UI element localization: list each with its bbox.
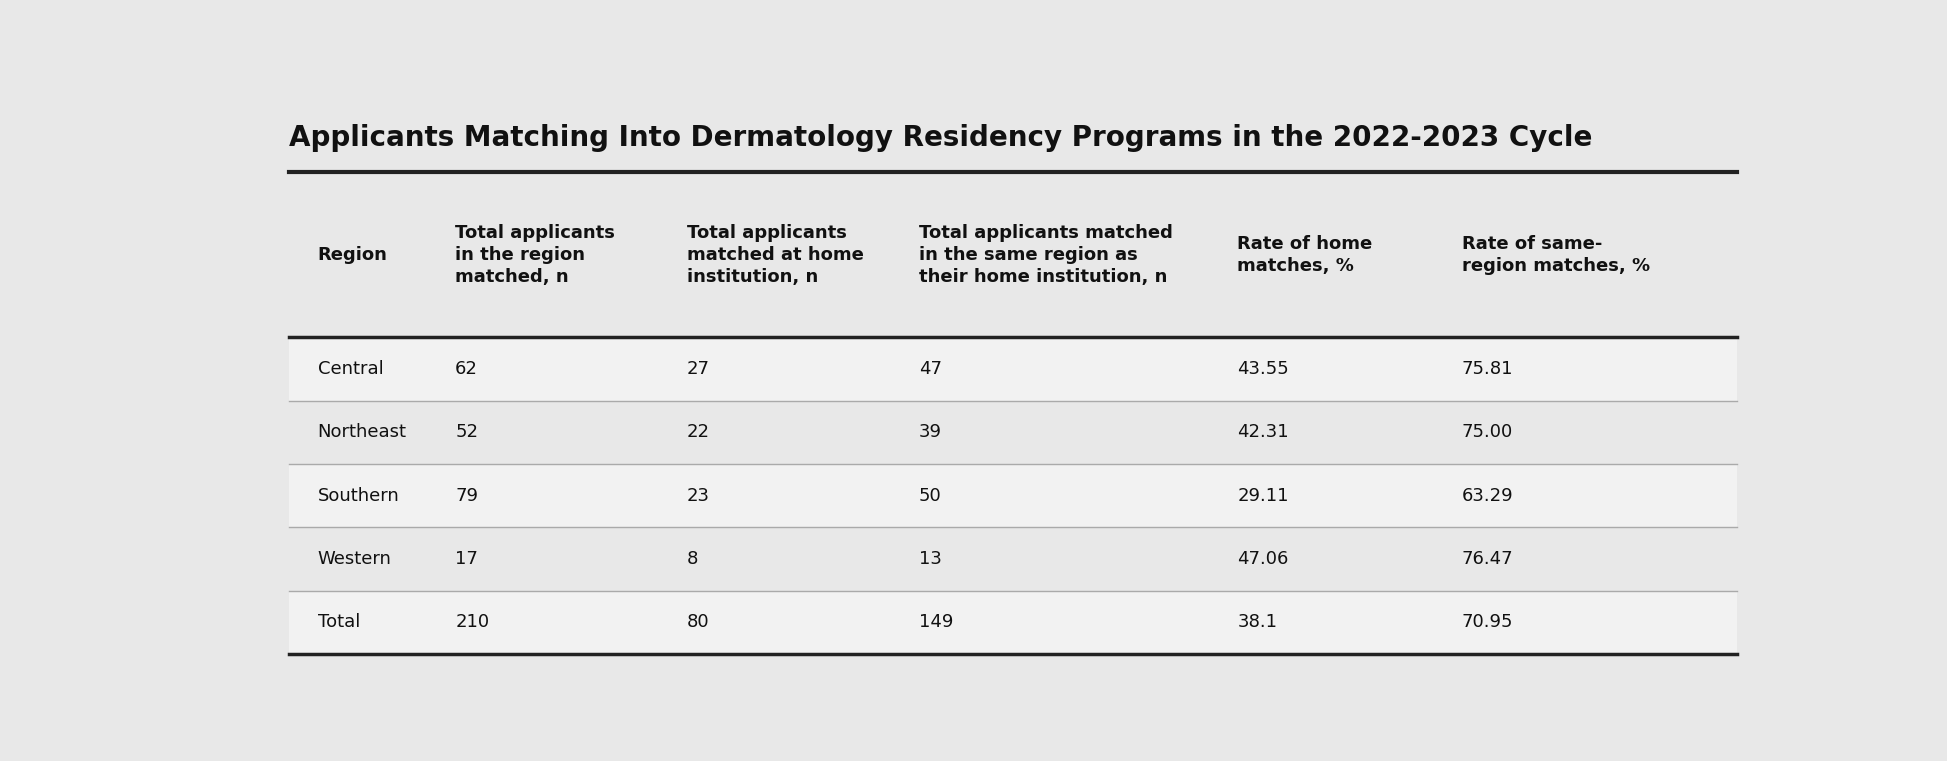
Text: Applicants Matching Into Dermatology Residency Programs in the 2022-2023 Cycle: Applicants Matching Into Dermatology Res…: [288, 123, 1593, 151]
Text: 22: 22: [687, 423, 711, 441]
Text: Western: Western: [317, 550, 391, 568]
Text: 76.47: 76.47: [1462, 550, 1513, 568]
Text: 210: 210: [456, 613, 489, 631]
Text: 42.31: 42.31: [1238, 423, 1289, 441]
Text: Southern: Southern: [317, 486, 399, 505]
Text: 50: 50: [919, 486, 942, 505]
Text: Northeast: Northeast: [317, 423, 407, 441]
Text: Central: Central: [317, 360, 384, 378]
Text: 75.00: 75.00: [1462, 423, 1513, 441]
Bar: [288, 337, 1737, 401]
Text: Total applicants
in the region
matched, n: Total applicants in the region matched, …: [456, 224, 615, 286]
Text: 43.55: 43.55: [1238, 360, 1289, 378]
Text: 17: 17: [456, 550, 479, 568]
Text: 38.1: 38.1: [1238, 613, 1277, 631]
Text: 149: 149: [919, 613, 954, 631]
Text: 47: 47: [919, 360, 942, 378]
Bar: [288, 527, 1737, 591]
Text: 29.11: 29.11: [1238, 486, 1289, 505]
Text: Total applicants matched
in the same region as
their home institution, n: Total applicants matched in the same reg…: [919, 224, 1172, 286]
Text: 13: 13: [919, 550, 942, 568]
Text: Rate of home
matches, %: Rate of home matches, %: [1238, 234, 1373, 275]
Bar: [288, 401, 1737, 464]
Text: 70.95: 70.95: [1462, 613, 1513, 631]
Text: 62: 62: [456, 360, 479, 378]
Text: Total applicants
matched at home
institution, n: Total applicants matched at home institu…: [687, 224, 864, 286]
Text: 47.06: 47.06: [1238, 550, 1289, 568]
Text: 27: 27: [687, 360, 711, 378]
Text: 39: 39: [919, 423, 942, 441]
Text: 79: 79: [456, 486, 479, 505]
Text: 8: 8: [687, 550, 699, 568]
Bar: [288, 464, 1737, 527]
Text: 63.29: 63.29: [1462, 486, 1513, 505]
Text: 23: 23: [687, 486, 711, 505]
Text: 80: 80: [687, 613, 709, 631]
Text: 52: 52: [456, 423, 479, 441]
Bar: [288, 591, 1737, 654]
Text: Total: Total: [317, 613, 360, 631]
Text: Rate of same-
region matches, %: Rate of same- region matches, %: [1462, 234, 1651, 275]
Text: Region: Region: [317, 246, 387, 264]
Text: 75.81: 75.81: [1462, 360, 1513, 378]
